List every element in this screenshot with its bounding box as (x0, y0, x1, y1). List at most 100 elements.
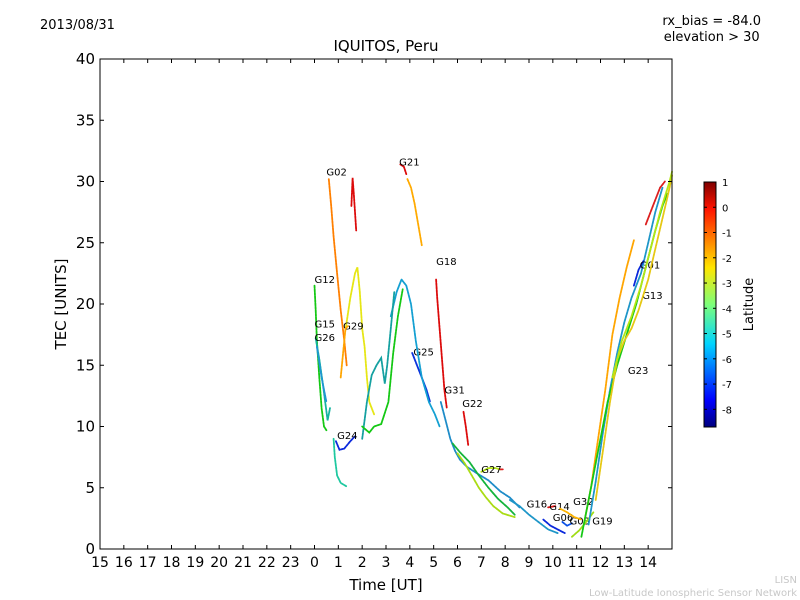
series-trace-g01b (594, 174, 673, 501)
x-tick-label: 12 (592, 555, 610, 571)
satellite-label-g06: G06 (553, 513, 573, 524)
colorbar-tick-label: 1 (722, 178, 728, 189)
series-trace-g24b (332, 437, 348, 488)
satellite-label-g02: G02 (326, 167, 346, 178)
series-trace-g32 (559, 507, 583, 521)
elevation-label: elevation > 30 (663, 30, 760, 45)
x-tick-label: 19 (186, 555, 204, 571)
colorbar-tick-label: -8 (722, 405, 732, 416)
x-tick-label: 10 (544, 555, 562, 571)
satellite-label-g14: G14 (549, 502, 569, 513)
x-tick-label: 1 (334, 555, 343, 571)
rx-bias-label: rx_bias = -84.0 (662, 14, 761, 29)
series-trace-g06 (542, 518, 566, 534)
series-trace-g31b (451, 442, 516, 516)
x-tick-label: 7 (477, 555, 486, 571)
satellite-label-g31: G31 (444, 385, 464, 396)
colorbar-tick-label: -1 (722, 229, 732, 240)
colorbar-tick-label: -4 (722, 304, 732, 315)
x-tick-label: 8 (501, 555, 510, 571)
axes-frame (99, 58, 673, 550)
colorbar-scale (703, 181, 717, 428)
satellite-label-g12: G12 (315, 275, 335, 286)
x-tick-label: 14 (639, 555, 657, 571)
satellite-label-g22: G22 (462, 399, 482, 410)
colorbar-tick-label: -5 (722, 330, 732, 341)
series-trace-g24 (334, 435, 356, 451)
y-tick-label: 0 (85, 540, 95, 558)
axes: 15 16 17 18 19 20 21 22 23 0 1 2 3 4 5 6 7 8 9 10 11 12 13 1405… (52, 50, 673, 594)
series-trace-g16 (508, 499, 559, 534)
satellite-label-g16: G16 (527, 499, 547, 510)
receiver-info: rx_bias = -84.0 elevation > 30 (662, 14, 761, 46)
x-tick-label: 15 (91, 555, 109, 571)
series-trace-g31 (439, 401, 521, 509)
series-trace-g25b (389, 277, 441, 428)
x-tick-label: 13 (615, 555, 633, 571)
series-trace-g14 (547, 505, 557, 509)
x-tick-label: 2 (358, 555, 367, 571)
y-tick-label: 10 (76, 418, 95, 436)
series-trace-g01 (633, 260, 645, 287)
series-trace-g26 (315, 345, 328, 403)
footer-org-full: Low-Latitude Ionospheric Sensor Network (589, 588, 797, 599)
footer-credit: LISN Low-Latitude Ionospheric Sensor Net… (589, 574, 797, 600)
colorbar-tick-label: -3 (722, 279, 732, 290)
y-tick-label: 25 (76, 234, 95, 252)
satellite-label-g23: G23 (628, 366, 648, 377)
satellite-label-g03: G03 (570, 517, 590, 528)
series-trace-g13 (587, 186, 664, 526)
x-tick-label: 22 (258, 555, 276, 571)
satellite-label-g32: G32 (573, 497, 593, 508)
y-tick-label: 30 (76, 173, 95, 191)
colorbar-label: Latitude (742, 278, 757, 332)
x-tick-label: 16 (115, 555, 133, 571)
x-tick-label: 11 (568, 555, 586, 571)
colorbar-tick-label: -2 (722, 254, 732, 265)
x-tick-label: 9 (525, 555, 534, 571)
series-trace-g21 (399, 163, 408, 176)
satellite-label-g15: G15 (315, 319, 335, 330)
series-trace-g27 (480, 467, 502, 473)
satellite-label-g18: G18 (436, 257, 456, 268)
x-tick-label: 5 (429, 555, 438, 571)
series-trace-g29 (344, 266, 376, 416)
series-trace-g12 (313, 284, 328, 432)
series-trace-g01c (644, 180, 666, 226)
x-tick-label: 18 (163, 555, 181, 571)
satellite-label-g01: G01 (640, 261, 660, 272)
x-tick-label: 17 (139, 555, 157, 571)
satellite-label-g29: G29 (343, 322, 363, 333)
chart-title: IQUITOS, Peru (333, 37, 439, 55)
satellite-label-g26: G26 (315, 333, 335, 344)
x-tick-label: 20 (210, 555, 228, 571)
x-tick-label: 21 (234, 555, 252, 571)
series-trace-g22 (462, 410, 470, 446)
series-trace-g18 (435, 278, 448, 410)
satellite-label-g25: G25 (413, 347, 433, 358)
x-tick-label: 23 (282, 555, 300, 571)
x-tick-label: 6 (453, 555, 462, 571)
y-tick-label: 20 (76, 295, 95, 313)
x-axis-label: Time [UT] (348, 576, 422, 594)
series-trace-g31c (361, 288, 404, 434)
footer-org-short: LISN (774, 575, 797, 586)
series-trace-g03 (561, 521, 573, 527)
y-axis-label: TEC [UNITS] (52, 259, 70, 351)
y-tick-label: 35 (76, 111, 95, 129)
y-tick-label: 15 (76, 356, 95, 374)
colorbar: 1 0 -1 -2 -3 -4 -5 -6 -7 -8 Latitude (703, 178, 757, 428)
series-trace-g01d (611, 170, 673, 379)
x-tick-label: 3 (382, 555, 391, 571)
date-label: 2013/08/31 (40, 18, 115, 33)
series-trace-g21b (406, 178, 423, 247)
x-tick-label: 4 (405, 555, 414, 571)
satellite-label-g24: G24 (337, 431, 357, 442)
series-trace-g29b (339, 325, 349, 379)
satellite-label-g13: G13 (642, 291, 662, 302)
series-trace-g02b (350, 177, 358, 232)
x-tick-label: 0 (310, 555, 319, 571)
colorbar-tick-label: -7 (722, 380, 732, 391)
